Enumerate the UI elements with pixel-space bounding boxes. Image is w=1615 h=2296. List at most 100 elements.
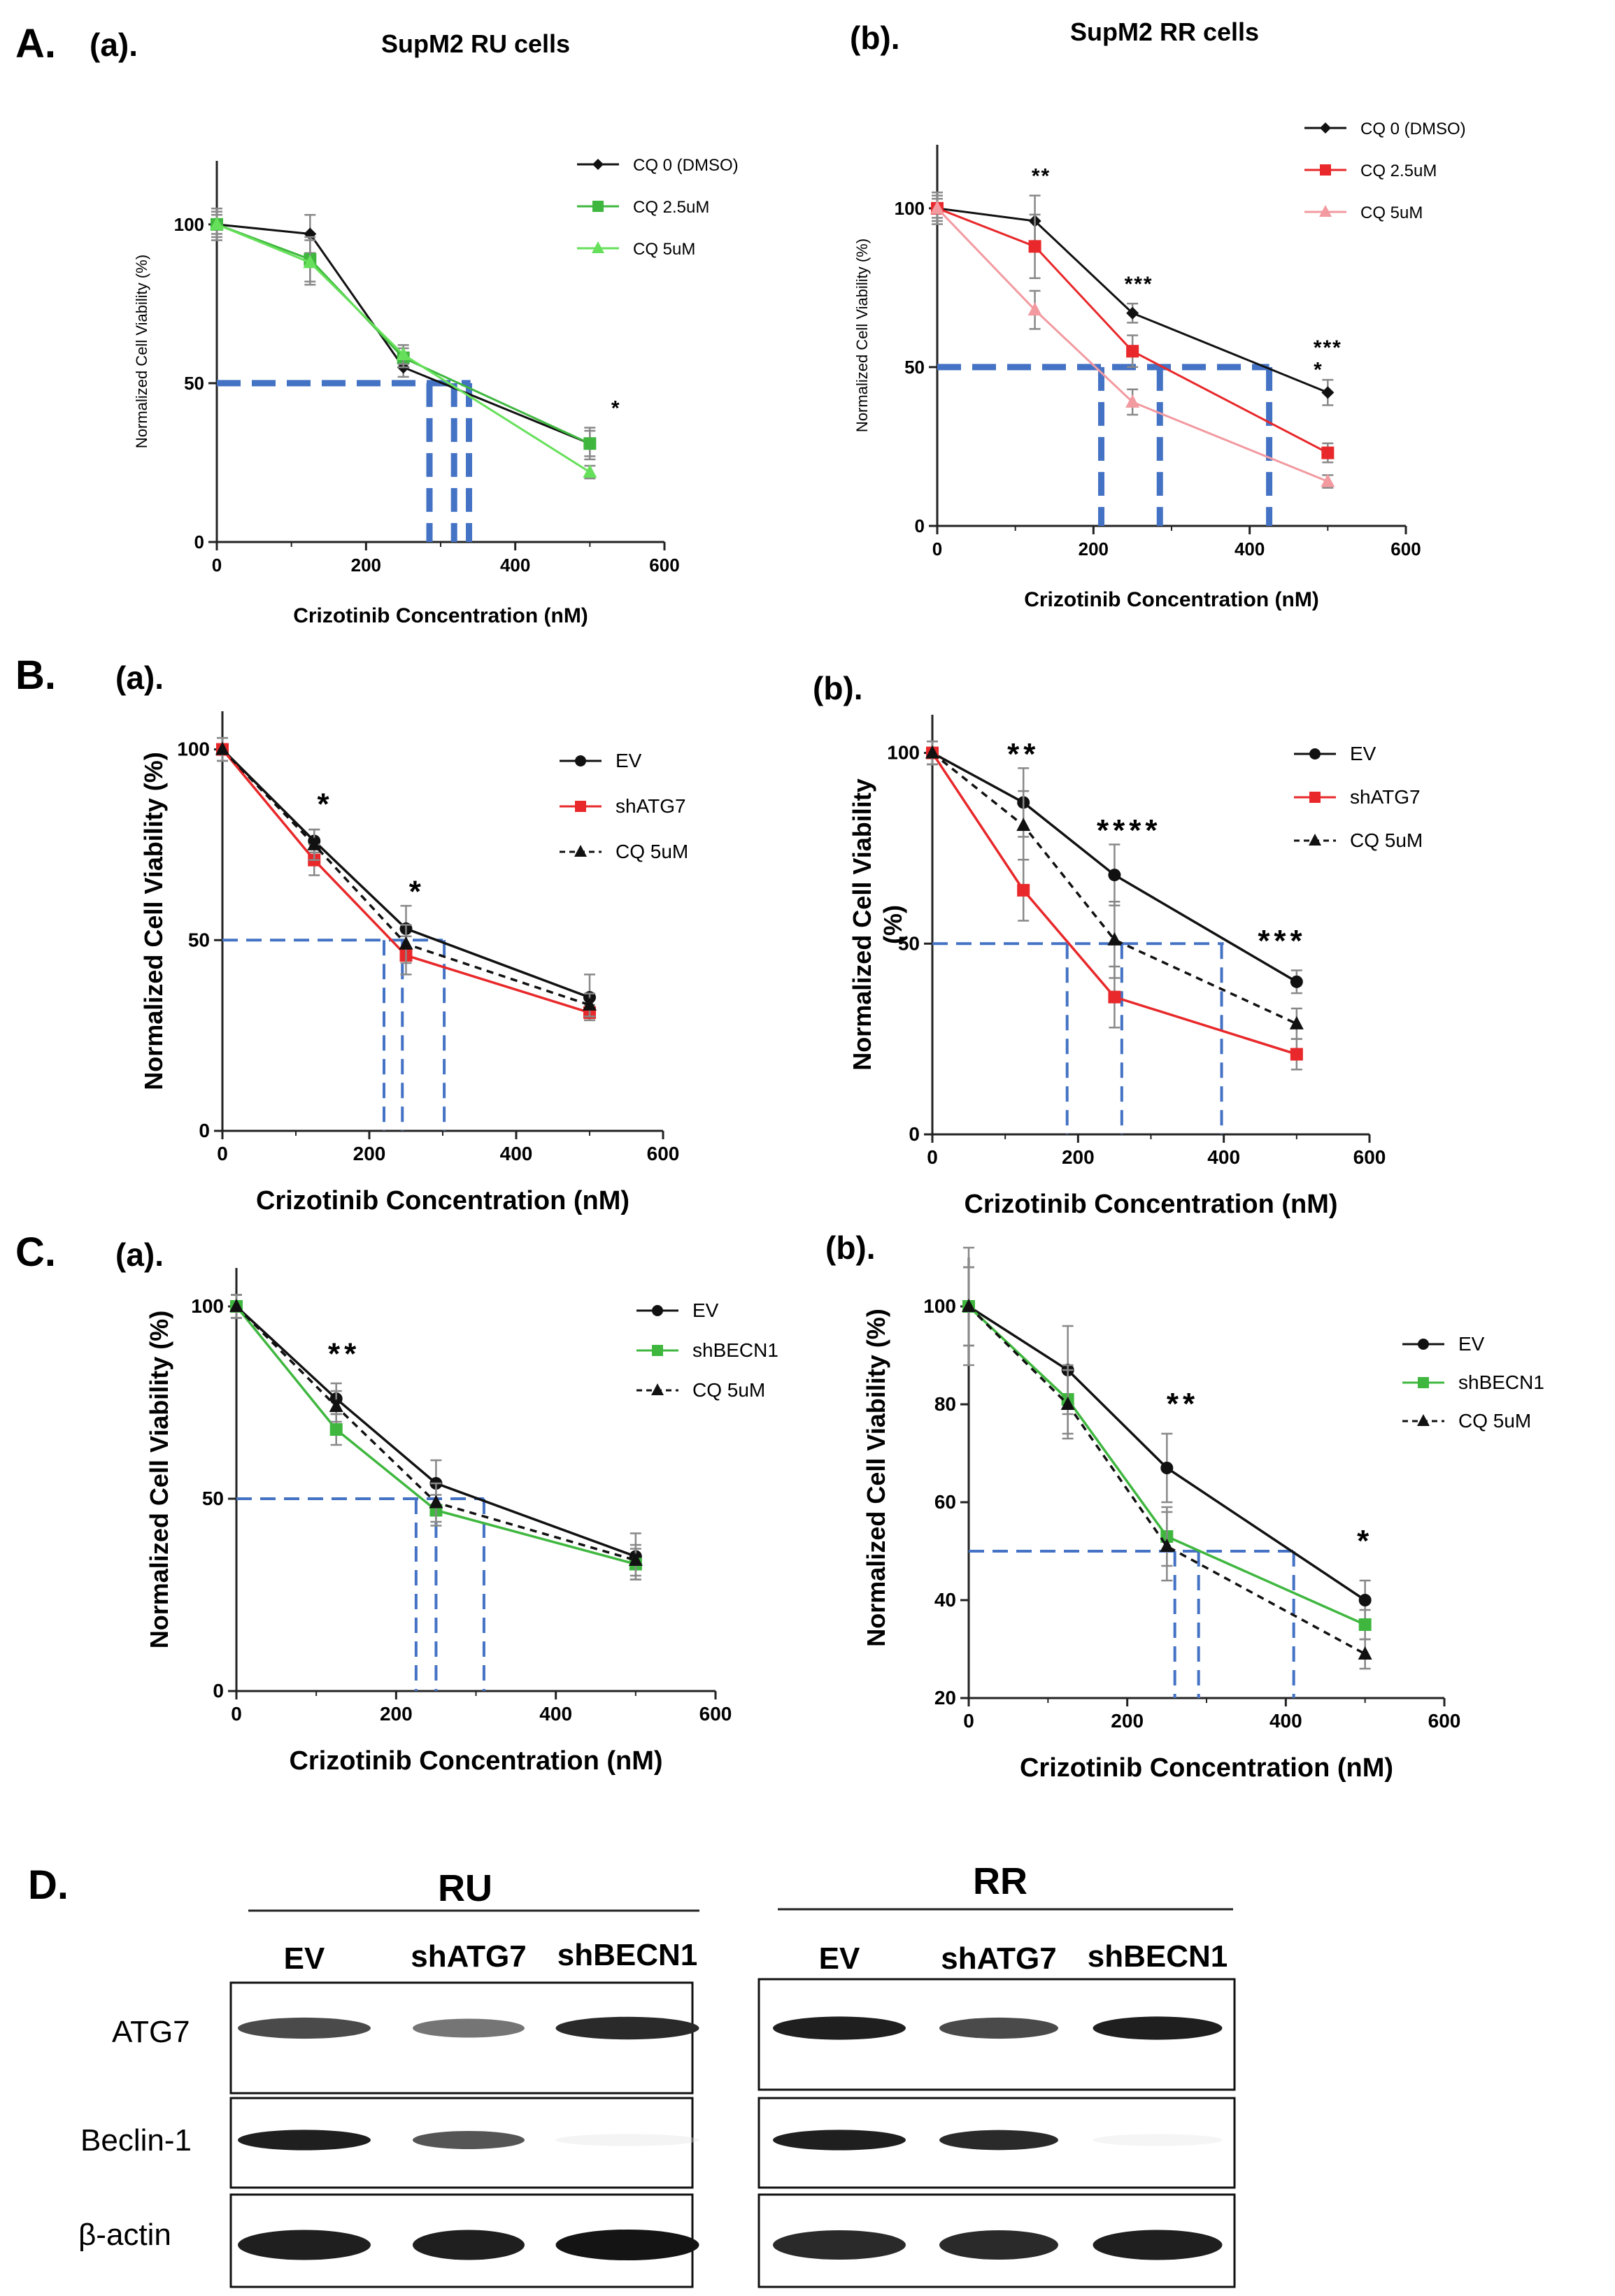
y-tick-label: 50 [184,373,204,394]
x-tick-label: 600 [1353,1146,1386,1168]
series-line [967,1305,1366,1655]
series-line [221,748,590,1006]
data-point [1060,1397,1075,1410]
x-tick-label: 0 [927,1146,938,1168]
data-point [930,200,944,214]
data-point [583,997,597,1011]
legend-label: EV [1350,743,1376,764]
data-point [1290,1048,1303,1061]
data-point [962,1299,976,1312]
lane-label-ru-shbecn1: shBECN1 [557,1938,698,1972]
x-axis-label: Crizotinib Concentration (nM) [1024,588,1319,611]
blot-band [413,2131,525,2149]
legend-label: CQ 2.5uM [633,198,709,217]
data-point [592,159,604,170]
legend-label: EV [692,1299,719,1321]
series-line [235,1305,636,1566]
y-tick-label: 50 [188,929,210,950]
series-line [937,207,1328,394]
series-line [235,1305,636,1562]
chart-a-a-ru-cells: (a). SupM2 RU cells 0 200 400 600 0 50 100 Crizot… [90,27,739,627]
y-tick-label: 100 [177,739,210,760]
y-axis-label: Normalized Cell Viability (%) [853,238,871,432]
x-tick-label: 0 [231,1703,242,1725]
panel-letter-b: B. [15,653,56,698]
legend-label: shATG7 [1350,786,1421,808]
x-tick-label: 200 [1079,539,1109,559]
lane-label-rr-ev: EV [819,1941,860,1976]
blot-band [1093,2230,1223,2260]
x-tick-label: 0 [217,1143,228,1164]
x-tick-label: 600 [1390,539,1421,559]
legend-label: CQ 5uM [1458,1410,1531,1432]
significance-marker: * [1314,359,1323,382]
legend-label: EV [616,750,642,771]
data-point [303,255,318,269]
y-tick-label: 100 [923,1295,956,1317]
x-tick-label: 0 [212,555,222,576]
series-line [931,752,1297,1056]
significance-marker: * [409,875,425,909]
panel-sublabel: (a). [115,659,164,696]
series-line [235,1305,636,1558]
significance-marker: ** [1007,737,1039,771]
data-point [1418,1377,1429,1388]
data-point [1320,164,1331,176]
y-axis-label-line2: (%) [878,905,907,944]
data-point [592,201,604,212]
blot-band [413,2230,525,2260]
x-tick-label: 600 [699,1703,732,1725]
series-line [221,748,590,999]
x-tick-label: 400 [500,1143,533,1164]
data-point [574,845,587,857]
data-point [628,1553,643,1566]
y-tick-label: 100 [174,214,204,235]
x-axis-label: Crizotinib Concentration (nM) [964,1190,1337,1219]
blot-band [238,2230,371,2260]
y-tick-label: 80 [934,1393,956,1415]
data-point [1160,1462,1174,1474]
data-point [1160,1539,1174,1552]
significance-marker: **** [1097,813,1162,848]
data-point [210,216,224,230]
x-tick-label: 400 [1207,1146,1240,1168]
data-point [1418,1339,1429,1350]
data-point [429,1495,443,1509]
blot-band [773,2016,906,2040]
blot-band [773,2130,906,2151]
y-tick-label: 20 [934,1687,956,1709]
lane-label-rr-shatg7: shATG7 [941,1941,1056,1976]
data-point [1309,834,1321,846]
group-title-rr: RR [973,1860,1027,1902]
data-point [1321,473,1335,487]
significance-marker: * [611,397,621,420]
y-axis-label: Normalized Cell Viability (%) [133,255,150,448]
data-point [1017,883,1030,897]
data-point [1126,345,1139,358]
data-point [1108,990,1121,1004]
y-tick-label: 100 [191,1295,224,1317]
data-point [583,464,597,478]
data-point [1107,932,1122,946]
blot-band [939,2230,1058,2260]
data-point [1321,446,1335,459]
data-point [1290,975,1303,988]
x-tick-label: 600 [1428,1710,1461,1732]
series-line [936,207,1328,483]
panel-sublabel: (b). [825,1229,876,1266]
blot-band [238,2130,371,2151]
series-line [937,207,1329,454]
chart-title: SupM2 RR cells [1070,17,1259,46]
data-point [1320,122,1331,134]
x-tick-label: 200 [353,1143,386,1164]
chart-c-a: (a). 0 200 400 600 0 50 100 Crizotinib Concentra… [115,1236,778,1776]
lane-label-ru-ev: EV [284,1941,325,1976]
western-blot: RU RR EV shATG7 shBECN1 EV shATG7 shBECN… [78,1860,1236,2288]
x-axis-label: Crizotinib Concentration (nM) [1020,1753,1393,1783]
data-point [396,347,411,361]
blot-band [773,2230,906,2260]
data-point [307,836,322,850]
y-tick-label: 50 [202,1488,224,1509]
x-tick-label: 400 [500,555,530,576]
series-line [967,1305,1366,1626]
